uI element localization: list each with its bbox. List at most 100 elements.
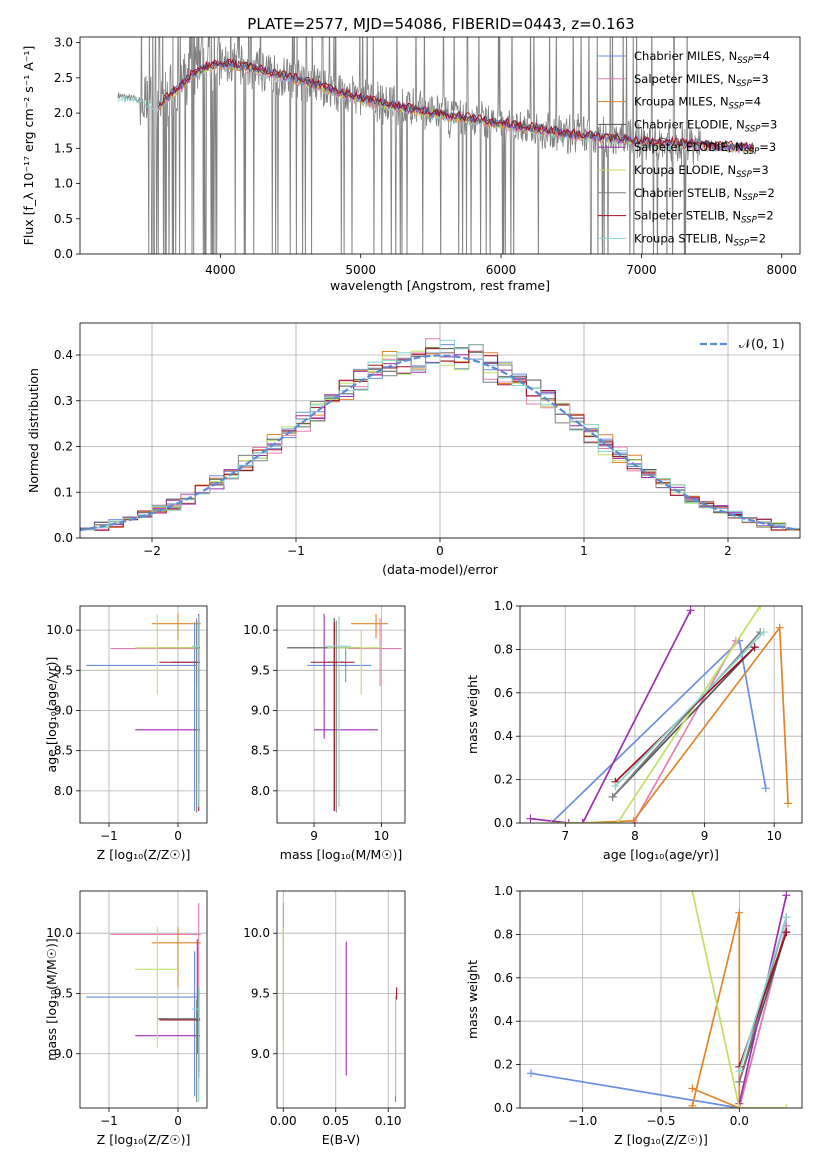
y-tick-label: 0.4	[494, 729, 513, 743]
age-vs-mass-panel: 9 10 8.0 8.5 9.0 9.5 10.0 mass [log₁₀(M/M☉)]	[243, 605, 406, 862]
x-tick-label: 1	[580, 544, 588, 558]
y-tick-label: 0.4	[494, 1014, 513, 1028]
legend-label: 𝒩(0, 1)	[739, 336, 785, 351]
legend-label: Kroupa MILES, NSSP=4	[634, 95, 761, 112]
x-axis-label: age [log₁₀(age/yr)]	[603, 847, 719, 862]
y-tick-label: 0.0	[54, 247, 73, 261]
y-tick-label: 0.0	[494, 1101, 513, 1115]
x-tick-label: −1	[100, 1114, 118, 1128]
weight-marker-salpeter_elodie	[686, 606, 695, 615]
axes-frame	[79, 36, 801, 255]
y-tick-label: 2.5	[54, 71, 73, 85]
y-axis-label: age [log₁₀(age/yr)]	[44, 657, 59, 773]
weight-marker-kroupa_miles	[629, 816, 638, 823]
x-tick-label: −1	[100, 829, 118, 843]
spectrum-plot-area	[117, 37, 755, 254]
weight-line-kroupa_elodie	[551, 606, 761, 823]
x-tick-label: 7000	[626, 263, 657, 277]
x-tick-label: 0	[436, 544, 444, 558]
y-tick-label: 9.0	[251, 1047, 270, 1061]
weight-marker-kroupa_stelib	[759, 628, 768, 637]
axes-frame	[519, 605, 803, 824]
legend-label: Kroupa STELIB, NSSP=2	[634, 231, 766, 248]
y-tick-label: 3.0	[54, 36, 73, 50]
y-axis-label: Flux [f_λ 10⁻¹⁷ erg cm⁻² s⁻¹ A⁻¹]	[21, 46, 36, 246]
x-tick-label: 0.00	[270, 1114, 297, 1128]
weight-marker-salpeter_elodie	[578, 819, 587, 823]
x-tick-label: −0.5	[646, 1114, 675, 1128]
y-tick-label: 9.0	[251, 703, 270, 717]
weight-marker-salpeter_elodie	[782, 891, 791, 900]
y-tick-label: 9.0	[54, 1047, 73, 1061]
weight-marker-chabrier_stelib	[608, 792, 617, 801]
y-axis-label: mass weight	[465, 675, 480, 754]
y-tick-label: 0.1	[54, 485, 73, 499]
x-axis-label: wavelength [Angstrom, rest frame]	[330, 278, 550, 293]
legend-label: Salpeter STELIB, NSSP=2	[634, 209, 774, 226]
x-tick-label: 10	[767, 829, 782, 843]
weight-line-kroupa_stelib	[614, 631, 765, 787]
weight-line-chabrier_stelib	[611, 631, 761, 798]
massweight-vs-age-plot-area	[526, 606, 793, 823]
legend-label: Chabrier STELIB, NSSP=2	[634, 186, 775, 203]
gaussian-curve	[80, 354, 798, 532]
spectrum-panel: wavelength [Angstrom, rest frame] Flux [f…	[21, 36, 801, 293]
y-tick-label: 0.4	[54, 348, 73, 362]
axes-frame	[276, 890, 406, 1109]
weight-marker-salpeter_elodie	[526, 814, 535, 823]
legend-label: Kroupa ELODIE, NSSP=3	[634, 163, 769, 180]
y-tick-label: 0.2	[494, 1058, 513, 1072]
x-tick-label: 0.10	[375, 1114, 402, 1128]
weight-marker-kroupa_miles	[775, 623, 784, 632]
x-tick-label: 0	[174, 829, 182, 843]
weight-marker-kroupa_stelib	[735, 1067, 744, 1076]
x-tick-label: 2	[724, 544, 732, 558]
y-tick-label: 10.0	[243, 623, 270, 637]
x-tick-label: −1.0	[568, 1114, 597, 1128]
x-tick-label: 9	[701, 829, 709, 843]
x-tick-label: −1	[287, 544, 305, 558]
age-vs-mass-plot-area	[287, 614, 402, 813]
residuals-panel: −2 −1 0 1 2 0.0 0.1 0.2 0.3 0.4 (data-model)/error…	[26, 322, 801, 577]
age-vs-Z-plot-area	[86, 614, 201, 813]
legend-label: Salpeter MILES, NSSP=3	[634, 72, 769, 89]
x-tick-label: 0.0	[730, 1114, 749, 1128]
y-tick-label: 0.6	[494, 971, 513, 985]
x-tick-label: 5000	[345, 263, 376, 277]
axes-root: wavelength [Angstrom, rest frame] Flux [f…	[21, 36, 803, 1147]
massweight-vs-Z-panel: −1.0 −0.5 0.0 0.0 0.2 0.4 0.6 0.8 1.0 Z [log₁₀(Z/…	[465, 884, 803, 1147]
weight-marker-kroupa_stelib	[782, 913, 791, 922]
massweight-vs-Z-plot-area	[526, 891, 791, 1108]
x-axis-label: (data-model)/error	[382, 562, 499, 577]
axes-frame	[79, 605, 208, 824]
x-tick-label: 8000	[766, 263, 797, 277]
y-tick-label: 1.0	[54, 177, 73, 191]
weight-marker-kroupa_stelib	[611, 782, 620, 791]
y-tick-label: 0.6	[494, 686, 513, 700]
weight-marker-salpeter_elodie	[564, 819, 573, 823]
y-tick-label: 8.0	[54, 784, 73, 798]
y-tick-label: 2.0	[54, 106, 73, 120]
legend-label: Chabrier ELODIE, NSSP=3	[634, 117, 777, 134]
weight-marker-chabrier_miles	[526, 1069, 535, 1078]
legend-label: Salpeter ELODIE, NSSP=3	[634, 140, 776, 157]
y-tick-label: 10.0	[46, 623, 73, 637]
x-axis-label: Z [log₁₀(Z/Z☉)]	[97, 847, 191, 862]
y-tick-label: 1.0	[494, 599, 513, 613]
weight-marker-kroupa_miles	[735, 908, 744, 917]
weight-line-salpeter_elodie	[530, 609, 692, 823]
weight-line-kroupa_miles	[582, 625, 789, 823]
weight-marker-kroupa_elodie	[547, 819, 556, 823]
weight-marker-kroupa_miles	[688, 1084, 697, 1093]
spectrum-legend: Chabrier MILES, NSSP=4 Salpeter MILES, NS…	[598, 49, 777, 248]
weight-marker-chabrier_miles	[761, 784, 770, 793]
y-tick-label: 1.0	[494, 884, 513, 898]
y-tick-label: 8.0	[251, 784, 270, 798]
y-tick-label: 0.8	[494, 927, 513, 941]
weight-line-kroupa_stelib	[738, 916, 788, 1072]
weight-line-chabrier_miles	[530, 925, 788, 1108]
x-tick-label: −2	[143, 544, 161, 558]
mass-vs-EBV-panel: 0.00 0.05 0.10 9.0 9.5 10.0 E(B-V)	[243, 890, 406, 1147]
x-tick-label: 9	[310, 829, 318, 843]
